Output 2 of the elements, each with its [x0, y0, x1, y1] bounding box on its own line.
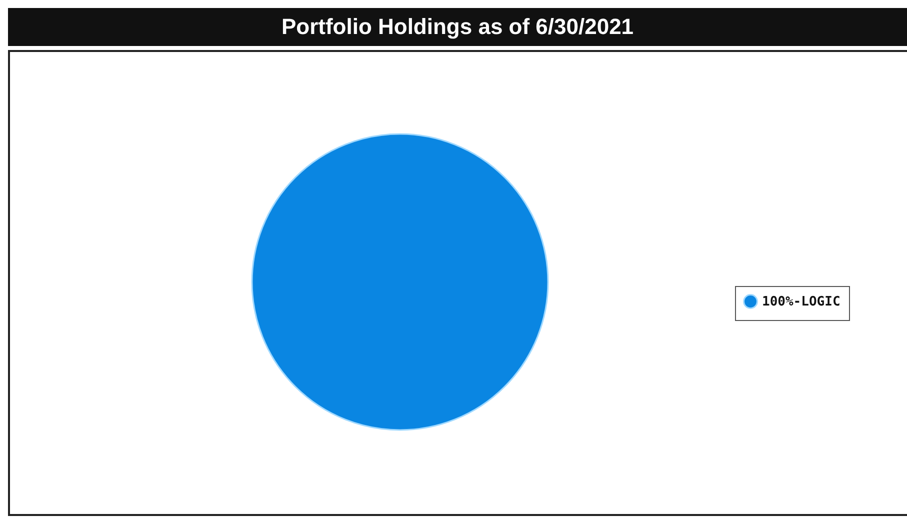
chart-title: Portfolio Holdings as of 6/30/2021 [8, 8, 907, 46]
legend-label: 100%-LOGIC [762, 294, 840, 310]
